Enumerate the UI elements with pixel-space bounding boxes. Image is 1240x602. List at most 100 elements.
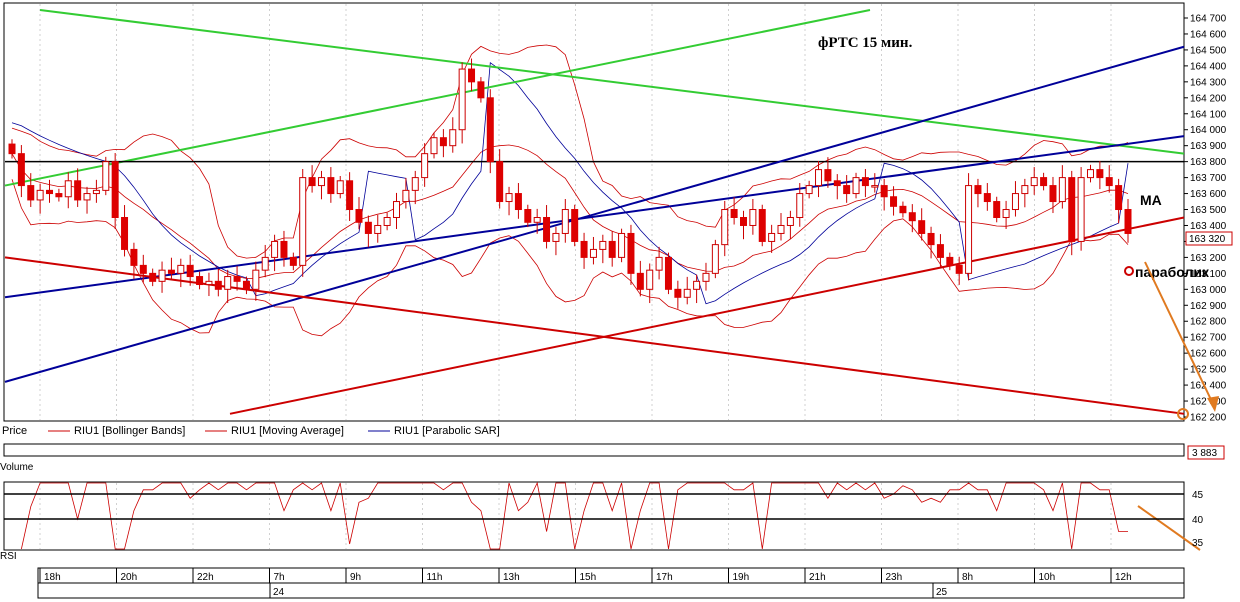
candle-body-down	[946, 256, 954, 266]
candle-body-up	[92, 189, 100, 195]
price-tick-label: 164 500	[1190, 45, 1227, 56]
trend-lines	[4, 9, 1185, 415]
moving-average	[11, 144, 1129, 279]
candle-body-up	[261, 256, 269, 271]
candle-body-up	[777, 224, 785, 234]
candle-body-up	[768, 232, 776, 242]
rsi-line	[21, 481, 1128, 550]
candle-body-down	[880, 185, 888, 198]
candle-body-up	[224, 276, 232, 290]
candle-body-down	[55, 193, 63, 198]
price-tick-label: 162 500	[1190, 365, 1227, 376]
candle-body-up	[852, 177, 860, 195]
candle-body-down	[196, 276, 204, 286]
forecast-arrowhead-price	[1207, 396, 1219, 412]
chart-title: фРТС 15 мин.	[818, 35, 913, 51]
trend-green-up	[4, 9, 871, 187]
time-tick-label: 8h	[962, 572, 973, 583]
candle-body-up	[618, 232, 626, 258]
candle-body-up	[646, 269, 654, 290]
trend-red-up	[229, 216, 1185, 415]
candle-body-down	[833, 180, 841, 187]
candle-body-up	[1030, 177, 1038, 187]
candle-body-down	[927, 232, 935, 246]
candle-body-down	[167, 269, 175, 274]
candle-body-down	[543, 217, 551, 242]
candle-body-down	[1105, 177, 1113, 187]
legend-sar: RIU1 [Parabolic SAR]	[394, 425, 500, 437]
time-tick-label: 19h	[733, 572, 750, 583]
rsi-tick-35: 35	[1192, 538, 1204, 549]
candle-body-up	[83, 193, 91, 201]
candle-body-up	[383, 217, 391, 226]
candle-body-down	[514, 193, 522, 211]
price-tick-label: 163 500	[1190, 205, 1227, 216]
time-tick-label: 15h	[580, 572, 597, 583]
price-tick-label: 163 900	[1190, 141, 1227, 152]
candle-body-up	[711, 244, 719, 274]
last-price-value: 163 320	[1189, 234, 1226, 245]
candle-body-up	[1058, 177, 1066, 203]
candle-body-down	[627, 232, 635, 274]
candle-body-down	[571, 209, 579, 242]
ma-annotation: MA	[1140, 192, 1162, 208]
candle-body-down	[8, 143, 16, 155]
candle-body-down	[121, 217, 129, 250]
price-tick-label: 162 900	[1190, 301, 1227, 312]
price-tick-label: 163 000	[1190, 285, 1227, 296]
candle-body-down	[233, 276, 241, 282]
candle-body-down	[730, 209, 738, 219]
candle-body-down	[477, 81, 485, 99]
candle-body-up	[102, 161, 110, 191]
price-tick-label: 162 400	[1190, 381, 1227, 392]
candle-body-down	[918, 220, 926, 234]
candle-body-up	[317, 177, 325, 187]
time-axis: 18h 20h 22h 7h 9h 11h 13h 15h 17h 19h 21h 23h 8h 10h 1…	[39, 568, 1132, 598]
candle-body-down	[74, 180, 82, 201]
candle-body-up	[805, 185, 813, 195]
candle-body-down	[214, 280, 222, 290]
time-tick-label: 12h	[1115, 572, 1132, 583]
candle-body-down	[664, 256, 672, 290]
candle-body-down	[346, 180, 354, 211]
target-marker	[1177, 408, 1189, 420]
volume-value: 3 883	[1192, 448, 1217, 459]
candle-body-down	[242, 280, 250, 290]
candle-body-up	[589, 248, 597, 258]
price-tick-label: 162 200	[1190, 413, 1227, 424]
candle-body-up	[64, 180, 72, 198]
candle-body-down	[439, 137, 447, 147]
price-tick-label: 163 700	[1190, 173, 1227, 184]
price-tick-label: 164 600	[1190, 29, 1227, 40]
candle-body-up	[374, 224, 382, 234]
time-tick-label: 17h	[656, 572, 673, 583]
price-tick-label: 163 100	[1190, 269, 1227, 280]
time-tick-label: 11h	[427, 572, 443, 583]
price-tick-label: 162 600	[1190, 349, 1227, 360]
candle-body-up	[749, 209, 757, 226]
candles	[8, 58, 1132, 309]
candle-body-up	[871, 185, 879, 188]
candle-body-up	[458, 68, 466, 131]
candle-body-up	[552, 232, 560, 242]
candle-body-down	[289, 256, 297, 266]
candle-body-up	[1086, 169, 1094, 179]
candle-body-down	[280, 240, 288, 258]
candle-body-down	[149, 272, 157, 282]
candle-body-down	[1115, 185, 1123, 211]
price-tick-label: 163 400	[1190, 221, 1227, 232]
price-tick-label: 163 600	[1190, 189, 1227, 200]
rsi-tick-45: 45	[1192, 490, 1204, 501]
legend-price: Price	[2, 425, 27, 437]
candle-body-up	[336, 180, 344, 195]
candle-body-up	[449, 129, 457, 147]
price-tick-label: 163 800	[1190, 157, 1227, 168]
candle-body-up	[36, 189, 44, 201]
candle-body-down	[983, 193, 991, 203]
candle-body-down	[890, 196, 898, 207]
candle-body-down	[308, 177, 316, 187]
candle-body-down	[1096, 169, 1104, 179]
candle-body-up	[599, 240, 607, 250]
candle-body-up	[655, 256, 663, 271]
price-tick-label: 162 300	[1190, 397, 1227, 408]
